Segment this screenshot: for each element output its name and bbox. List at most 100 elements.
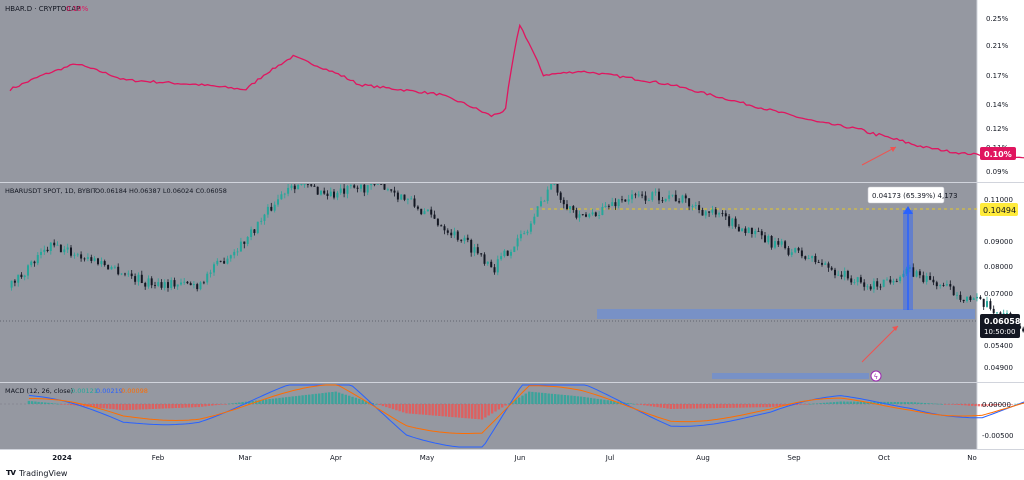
macd-histogram-bar <box>92 404 96 408</box>
candle-body <box>386 189 389 191</box>
candle-body <box>519 234 522 239</box>
macd-histogram-bar <box>89 404 92 407</box>
candle-body <box>780 241 783 245</box>
candle-body <box>830 267 833 270</box>
macd-histogram-bar <box>204 404 207 407</box>
macd-histogram-bar <box>994 404 997 406</box>
candle-body <box>147 278 150 287</box>
price-pane[interactable] <box>0 183 977 382</box>
candle-body <box>572 206 575 210</box>
candle-body <box>390 189 393 191</box>
macd-histogram-bar <box>856 401 859 404</box>
candle-body <box>36 255 39 264</box>
candle-body <box>383 184 386 190</box>
macd-histogram-bar <box>849 401 852 404</box>
candle-body <box>326 193 329 196</box>
candle-body <box>80 254 83 259</box>
candle-body <box>935 282 938 287</box>
macd-histogram-bar <box>314 393 318 404</box>
candle-body <box>463 237 466 241</box>
candle-body <box>895 281 898 282</box>
candle-body <box>329 191 332 196</box>
macd-histogram-bar <box>819 403 822 404</box>
candle-body <box>674 194 677 202</box>
candle-body <box>982 298 985 307</box>
candle-body <box>446 230 449 233</box>
dominance-pane[interactable] <box>0 0 977 182</box>
macd-histogram-bar <box>514 399 517 404</box>
macd-histogram-bar <box>201 404 204 407</box>
candle-body <box>413 198 416 207</box>
price-axis[interactable] <box>977 0 1024 449</box>
macd-histogram-bar <box>454 404 457 418</box>
candle-body <box>714 209 717 215</box>
macd-histogram-bar <box>782 404 785 406</box>
macd-histogram-bar <box>596 398 599 404</box>
candle-body <box>192 284 195 286</box>
resistance-zone[interactable] <box>597 309 975 319</box>
candle-body <box>621 199 623 201</box>
macd-histogram-bar <box>278 397 281 404</box>
candle-body <box>250 229 253 237</box>
macd-histogram-bar <box>589 397 593 404</box>
macd-histogram-bar <box>438 404 441 416</box>
candle-body <box>30 261 33 266</box>
candle-body <box>949 284 952 287</box>
time-axis[interactable]: 2024 Feb Mar Apr May Jun Jul Aug Sep Oct No <box>52 454 977 462</box>
candle-body <box>23 275 26 278</box>
candle-body <box>817 262 820 263</box>
macd-histogram-bar <box>920 402 923 404</box>
macd-histogram-bar <box>991 404 994 406</box>
tradingview-logo-icon: ᴛᴠ <box>6 468 16 478</box>
candle-body <box>546 189 549 201</box>
macd-histogram-bar <box>643 404 646 406</box>
macd-histogram-bar <box>524 393 527 404</box>
candle-body <box>176 284 179 287</box>
candle-body <box>678 201 681 203</box>
candle-body <box>113 266 116 268</box>
candle-body <box>20 274 23 278</box>
candle-body <box>297 184 300 190</box>
candle-body <box>506 250 509 256</box>
macd-histogram-bar <box>829 402 832 404</box>
candle-body <box>403 194 406 200</box>
candle-body <box>992 308 995 314</box>
candle-body <box>157 282 160 286</box>
macd-histogram-bar <box>231 403 234 404</box>
candle-body <box>456 231 459 240</box>
candle-body <box>117 266 120 275</box>
price-range-measure[interactable]: 0.04173 (65.39%) 4,173 <box>867 186 958 310</box>
candle-body <box>556 184 559 193</box>
macd-histogram-bar <box>480 404 484 420</box>
macd-histogram-bar <box>715 404 719 409</box>
candle-body <box>850 278 853 283</box>
candle-body <box>246 237 249 244</box>
dominance-price-badge-text: 0.10% <box>984 150 1012 159</box>
macd-histogram-bar <box>431 404 434 416</box>
candle-body <box>644 195 647 201</box>
macd-histogram-bar <box>470 404 474 419</box>
macd-histogram-bar <box>606 400 609 404</box>
candle-body <box>747 227 750 233</box>
time-axis-label: 2024 <box>52 454 72 462</box>
macd-histogram-bar <box>950 404 954 405</box>
macd-histogram-bar <box>171 404 174 409</box>
events-marker[interactable]: ϟ <box>870 370 882 382</box>
dominance-axis-tick: 0.25% <box>986 15 1009 23</box>
candle-body <box>721 213 724 214</box>
candle-body <box>562 199 565 205</box>
macd-histogram-bar <box>557 394 560 404</box>
dominance-axis-tick: 0.21% <box>986 42 1009 50</box>
candle-body <box>784 241 787 249</box>
candle-body <box>979 296 982 299</box>
dominance-legend: HBAR.D · CRYPTOCAP 0.10% <box>5 5 89 13</box>
macd-histogram-bar <box>672 404 676 409</box>
candle-body <box>410 198 413 200</box>
candle-body <box>872 281 875 290</box>
candle-body <box>876 281 879 287</box>
macd-histogram-bar <box>859 401 863 404</box>
candle-body <box>569 206 572 210</box>
candle-body <box>821 262 823 265</box>
support-zone[interactable] <box>712 373 869 379</box>
